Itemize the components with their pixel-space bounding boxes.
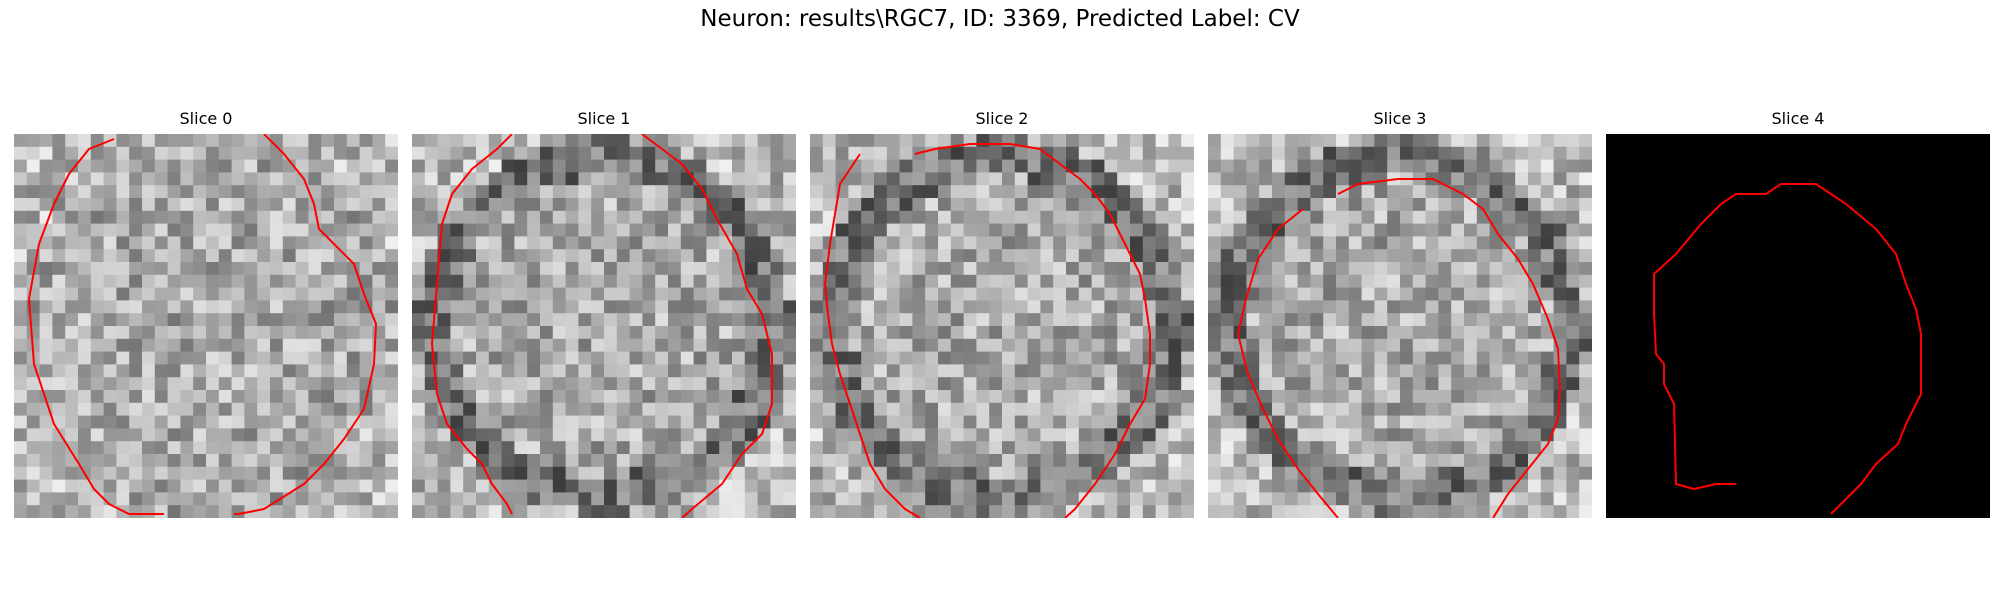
contour-line (1237, 208, 1339, 518)
slice-title: Slice 0 (179, 109, 233, 128)
contour-line (1337, 178, 1561, 518)
slice-title: Slice 4 (1771, 109, 1825, 128)
contour-line (431, 134, 513, 515)
slice-image (1208, 134, 1592, 518)
contour-line (824, 153, 921, 518)
pixel-grid (1208, 134, 1592, 518)
pixel-grid (14, 134, 398, 518)
slice-image (14, 134, 398, 518)
figure-title: Neuron: results\RGC7, ID: 3369, Predicte… (700, 6, 1300, 32)
slice-image (1606, 134, 1990, 518)
slice-panel-3: Slice 3 (1208, 108, 1592, 518)
slice-image (412, 134, 796, 518)
mask-background (1606, 134, 1990, 518)
slice-panel-1: Slice 1 (412, 108, 796, 518)
contour-line (234, 134, 377, 515)
slice-title: Slice 1 (577, 109, 631, 128)
contour-line (914, 143, 1151, 518)
pixel-grid (412, 134, 796, 518)
slice-panel-4: Slice 4 (1606, 108, 1990, 518)
slice-image (810, 134, 1194, 518)
slice-title: Slice 2 (975, 109, 1029, 128)
contour-line (641, 134, 773, 518)
pixel-grid (810, 134, 1194, 518)
contour-line (28, 138, 164, 515)
slice-title: Slice 3 (1373, 109, 1427, 128)
slice-panel-2: Slice 2 (810, 108, 1194, 518)
contour-line (1653, 183, 1922, 515)
slice-panel-0: Slice 0 (14, 108, 398, 518)
